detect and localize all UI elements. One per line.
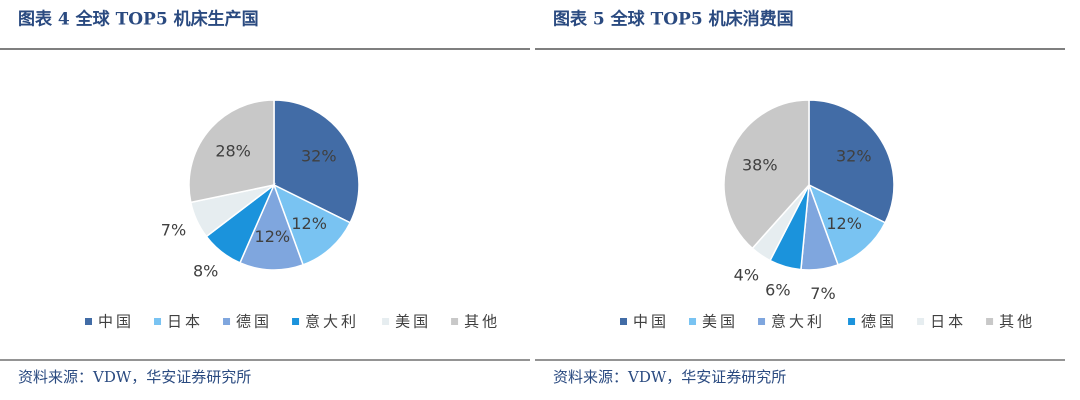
legend-swatch [848, 318, 856, 325]
legend-label: 美国 [395, 313, 431, 331]
legend-label: 日本 [930, 313, 966, 331]
legend-swatch [154, 318, 162, 325]
chart-title: 图表 5 全球 TOP5 机床消费国 [553, 9, 794, 30]
slice-label: 32% [301, 147, 337, 166]
legend-label: 美国 [702, 313, 738, 331]
chart-title: 图表 4 全球 TOP5 机床生产国 [18, 9, 259, 30]
pie-slice [807, 183, 887, 266]
legend-label: 德国 [236, 313, 272, 331]
legend-swatch [689, 318, 697, 325]
pie-slice [273, 99, 360, 224]
pie-slice [272, 183, 352, 266]
slice-label: 6% [765, 281, 790, 300]
pie-slice [238, 182, 305, 271]
legend-swatch [758, 318, 766, 325]
legend-swatch [382, 318, 390, 325]
legend-swatch [620, 318, 627, 325]
legend-swatch [223, 318, 231, 325]
legend-swatch [451, 318, 459, 325]
slice-label: 4% [734, 266, 759, 285]
legend-swatch [917, 318, 925, 325]
source-note: 资料来源：VDW，华安证券研究所 [18, 368, 251, 386]
legend-label: 日本 [167, 313, 203, 331]
slice-label: 38% [742, 156, 778, 175]
source-note: 资料来源：VDW，华安证券研究所 [553, 368, 786, 386]
legend-label: 意大利 [771, 313, 825, 331]
slice-label: 12% [826, 214, 862, 233]
legend-label: 中国 [98, 313, 134, 331]
slice-label: 7% [810, 284, 835, 303]
pie-slice [808, 99, 895, 224]
pie-slice [188, 99, 275, 204]
slice-label: 8% [193, 261, 218, 280]
legend-swatch [292, 318, 300, 325]
legend-swatch [986, 318, 994, 325]
legend-label: 德国 [861, 313, 897, 331]
slice-label: 12% [291, 214, 327, 233]
legend-label: 其他 [464, 313, 500, 331]
pie-slice [723, 99, 810, 250]
slice-label: 32% [836, 147, 872, 166]
slice-label: 7% [161, 220, 186, 239]
slice-label: 28% [215, 141, 251, 160]
legend-label: 意大利 [305, 313, 359, 331]
legend-label: 中国 [633, 313, 669, 331]
legend-swatch [85, 318, 92, 325]
legend-label: 其他 [999, 313, 1035, 331]
slice-label: 12% [255, 227, 291, 246]
